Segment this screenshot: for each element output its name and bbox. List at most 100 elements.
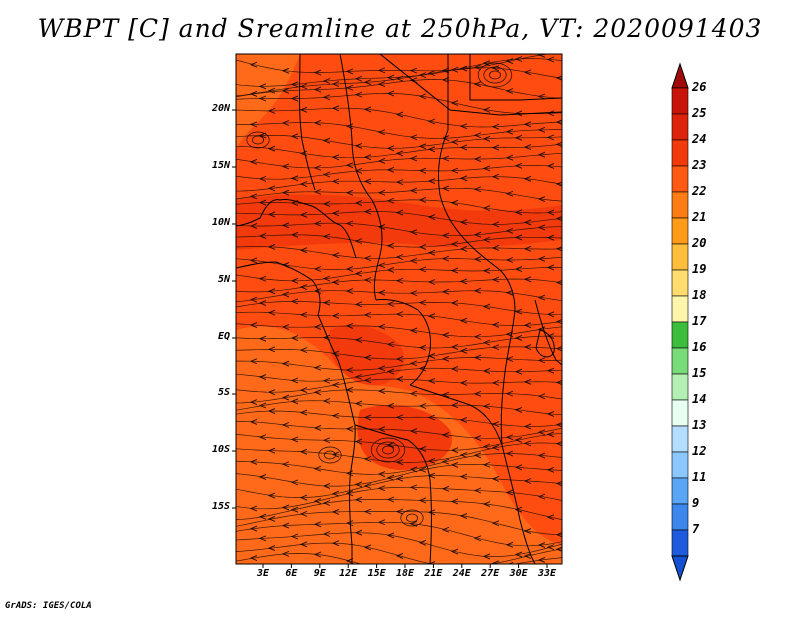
streamline-arrow	[299, 347, 308, 354]
streamline-arrow	[473, 156, 482, 162]
chart-title: WBPT [C] and Sreamline at 250hPa, VT: 20…	[37, 14, 763, 43]
streamline-arrow	[491, 173, 500, 180]
streamline-arrow	[441, 185, 450, 192]
lon-label: 33E	[537, 568, 557, 579]
country-border	[534, 299, 562, 366]
streamline-arrow	[555, 346, 562, 352]
streamline-arrow	[377, 365, 386, 372]
lon-label: 15E	[367, 568, 386, 579]
streamline-arrow	[523, 322, 532, 329]
streamline-arrow	[258, 275, 267, 282]
streamline-arrow	[313, 364, 322, 371]
vortex-ring	[406, 513, 418, 523]
streamline-arrow	[546, 431, 555, 438]
streamline-arrow	[482, 267, 491, 274]
colorbar-bottom-arrow	[671, 555, 689, 582]
vortex-ring	[477, 62, 513, 88]
streamline-arrow	[249, 296, 258, 303]
streamline-arrow	[450, 267, 459, 274]
streamline-arrow	[395, 552, 404, 559]
streamline-arrow	[354, 270, 363, 277]
streamline-arrow	[450, 447, 459, 454]
streamline-arrow	[313, 220, 322, 227]
streamline-arrow	[386, 267, 395, 273]
streamline-arrow	[418, 197, 427, 203]
streamline-arrow	[395, 150, 404, 157]
streamline-arrow	[267, 309, 276, 316]
streamline-arrow	[281, 120, 290, 126]
streamline-arrow	[473, 354, 482, 361]
streamline-arrow	[491, 221, 500, 228]
streamline-arrow	[514, 162, 523, 169]
streamline-arrow	[313, 119, 322, 126]
streamline-arrow	[331, 508, 340, 515]
streamline-arrow	[386, 341, 395, 348]
streamline-arrow	[546, 264, 555, 271]
colorbar-label: 7	[692, 522, 700, 536]
streamline-arrow	[537, 429, 546, 436]
streamline-arrow	[331, 312, 340, 319]
streamline-arrow	[514, 335, 523, 341]
lat-label: 10S	[211, 444, 230, 455]
country-border	[339, 54, 383, 301]
streamline-arrow	[537, 493, 546, 500]
streamline-arrow	[299, 409, 308, 416]
streamline-arrow	[345, 220, 354, 227]
streamline-arrow	[331, 178, 340, 185]
streamline-arrow	[313, 498, 322, 505]
streamline-arrow	[386, 197, 395, 204]
streamline-arrow	[249, 555, 258, 561]
lon-label: 9E	[313, 568, 326, 579]
streamline-arrow	[418, 266, 427, 273]
streamline-arrow	[473, 435, 482, 441]
streamline-arrow	[505, 434, 514, 441]
streamline-arrow	[363, 106, 372, 113]
streamline-arrow	[331, 412, 340, 419]
country-border	[437, 54, 501, 271]
streamline-arrow	[299, 181, 308, 187]
streamline-arrow	[249, 399, 258, 406]
colorbar	[671, 62, 689, 582]
streamline-arrow	[281, 504, 290, 511]
streamline-arrow	[281, 67, 290, 74]
lat-label: 15N	[211, 160, 230, 171]
streamline-arrow	[482, 339, 491, 346]
streamline-arrow	[505, 450, 514, 457]
streamline-arrow	[450, 199, 459, 206]
colorbar-label: 22	[692, 184, 707, 198]
streamline-arrow	[377, 471, 386, 477]
streamline-arrow	[459, 144, 468, 151]
streamline-arrow	[363, 79, 372, 86]
streamline-arrow	[473, 231, 482, 238]
streamline-arrow	[313, 465, 322, 472]
colorbar-label: 13	[692, 418, 707, 432]
streamline-arrow	[299, 211, 308, 218]
streamline-arrow	[409, 67, 418, 74]
streamline-arrow	[441, 332, 450, 338]
streamline-arrow	[290, 81, 299, 88]
streamline-arrow	[290, 95, 299, 102]
streamline-arrow	[546, 367, 555, 374]
streamline-arrow	[345, 189, 354, 196]
streamline-arrow	[482, 368, 491, 374]
streamline-arrow	[363, 255, 372, 262]
streamline-arrow	[299, 387, 308, 393]
grads-credit: GrADS: IGES/COLA	[5, 601, 92, 611]
streamline-arrow	[322, 200, 331, 207]
streamline-arrow	[505, 154, 514, 161]
streamline-arrow	[331, 381, 340, 388]
streamline-arrow	[331, 210, 340, 217]
streamline-arrow	[514, 368, 523, 375]
streamline-arrow	[523, 423, 532, 430]
lat-label: 5N	[217, 274, 230, 285]
streamline	[236, 267, 562, 282]
streamline-arrow	[514, 464, 523, 471]
streamline-arrow	[258, 513, 267, 520]
colorbar-label: 19	[692, 262, 707, 276]
streamline-arrow	[555, 422, 562, 428]
streamline-arrow	[363, 208, 372, 215]
streamline-arrow	[537, 224, 546, 231]
streamline-arrow	[258, 434, 267, 441]
streamline-arrow	[523, 276, 532, 283]
colorbar-segment	[671, 321, 689, 349]
